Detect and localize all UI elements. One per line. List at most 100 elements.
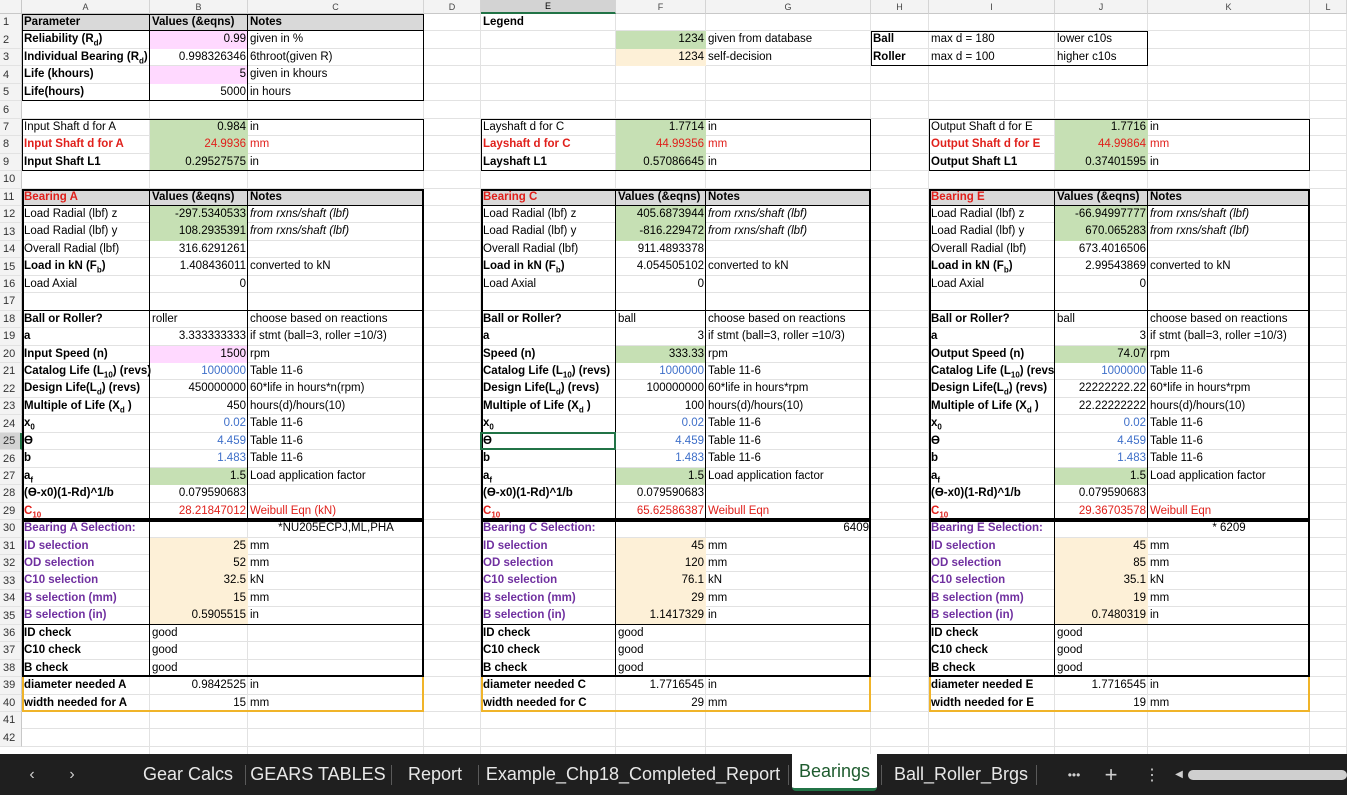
scroll-left-icon[interactable]: ◀: [1175, 769, 1183, 780]
cell-e14[interactable]: Overall Radial (lbf): [481, 241, 681, 259]
cell-k8[interactable]: mm: [1148, 136, 1347, 154]
cell-f34[interactable]: 29: [616, 590, 706, 608]
cell-f12[interactable]: 405.6873944: [616, 206, 706, 224]
cell-j18[interactable]: ball: [1055, 311, 1255, 329]
cell-g20[interactable]: rpm: [706, 346, 906, 364]
row-header-31[interactable]: 31: [0, 537, 22, 555]
cell-f16[interactable]: 0: [616, 276, 706, 294]
cell-c40[interactable]: mm: [248, 695, 448, 713]
row-header-9[interactable]: 9: [0, 153, 22, 172]
cell-a4[interactable]: Life (khours): [22, 66, 222, 84]
cell-e32[interactable]: OD selection: [481, 555, 681, 573]
cell-c1[interactable]: Notes: [248, 14, 448, 32]
row-header-17[interactable]: 17: [0, 293, 22, 311]
cell-e39[interactable]: diameter needed C: [481, 677, 681, 695]
cell-g24[interactable]: Table 11-6: [706, 415, 906, 433]
cell-e12[interactable]: Load Radial (lbf) z: [481, 206, 681, 224]
cell-g3[interactable]: self-decision: [706, 49, 906, 67]
cell-c3[interactable]: 6throot(given R): [248, 49, 448, 67]
cell-e29[interactable]: C10: [481, 503, 681, 521]
cell-f38[interactable]: good: [616, 660, 816, 678]
cell-g19[interactable]: if stmt (ball=3, roller =10/3): [706, 328, 906, 346]
cell-a3[interactable]: Individual Bearing (Rd): [22, 49, 222, 67]
cell-i33[interactable]: C10 selection: [929, 572, 1129, 590]
cell-c4[interactable]: given in khours: [248, 66, 448, 84]
cell-i19[interactable]: a: [929, 328, 1129, 346]
cell-k24[interactable]: Table 11-6: [1148, 415, 1347, 433]
active-cell-selection[interactable]: [480, 431, 616, 451]
cell-e16[interactable]: Load Axial: [481, 276, 681, 294]
cell-i30[interactable]: Bearing E Selection:: [929, 520, 1129, 538]
cell-j37[interactable]: good: [1055, 642, 1255, 660]
cell-k11[interactable]: Notes: [1148, 189, 1347, 207]
cell-j15[interactable]: 2.99543869: [1055, 258, 1148, 276]
cell-b23[interactable]: 450: [150, 398, 248, 416]
cell-g21[interactable]: Table 11-6: [706, 363, 906, 381]
cell-j19[interactable]: 3: [1055, 328, 1148, 346]
cell-k40[interactable]: mm: [1148, 695, 1347, 713]
row-header-33[interactable]: 33: [0, 572, 22, 590]
cell-a30[interactable]: Bearing A Selection:: [22, 520, 222, 538]
cell-c39[interactable]: in: [248, 677, 448, 695]
cell-i8[interactable]: Output Shaft d for E: [929, 136, 1129, 154]
cell-c15[interactable]: converted to kN: [248, 258, 448, 276]
cell-k29[interactable]: Weibull Eqn: [1148, 503, 1347, 521]
add-sheet-button[interactable]: +: [1104, 761, 1118, 787]
row-header-28[interactable]: 28: [0, 485, 22, 503]
cell-c21[interactable]: Table 11-6: [248, 363, 448, 381]
cell-e25[interactable]: ϴ: [481, 433, 681, 451]
cell-j33[interactable]: 35.1: [1055, 572, 1148, 590]
cell-j13[interactable]: 670.065283: [1055, 223, 1148, 241]
cell-f9[interactable]: 0.57086645: [616, 154, 706, 172]
row-header-7[interactable]: 7: [0, 118, 22, 137]
row-header-1[interactable]: 1: [0, 14, 22, 32]
cell-b32[interactable]: 52: [150, 555, 248, 573]
cell-a22[interactable]: Design Life(Ld) (revs): [22, 380, 222, 398]
sheet-tab-example-chp18-completed-report[interactable]: Example_Chp18_Completed_Report: [485, 764, 781, 784]
cell-c8[interactable]: mm: [248, 136, 448, 154]
cell-i7[interactable]: Output Shaft d for E: [929, 119, 1129, 137]
cell-i27[interactable]: af: [929, 468, 1129, 486]
cell-g34[interactable]: mm: [706, 590, 906, 608]
cell-i21[interactable]: Catalog Life (L10) (revs: [929, 363, 1129, 381]
cell-f8[interactable]: 44.99356: [616, 136, 706, 154]
cell-i23[interactable]: Multiple of Life (Xd ): [929, 398, 1129, 416]
cell-b26[interactable]: 1.483: [150, 450, 248, 468]
cell-b13[interactable]: 108.2935391: [150, 223, 248, 241]
cell-j23[interactable]: 22.22222222: [1055, 398, 1148, 416]
cell-g30[interactable]: 6409: [706, 520, 871, 538]
cell-i34[interactable]: B selection (mm): [929, 590, 1129, 608]
cell-f7[interactable]: 1.7714: [616, 119, 706, 137]
cell-g27[interactable]: Load application factor: [706, 468, 906, 486]
cell-g22[interactable]: 60*life in hours*rpm: [706, 380, 906, 398]
cell-b15[interactable]: 1.408436011: [150, 258, 248, 276]
column-header-j[interactable]: J: [1055, 0, 1148, 14]
cell-b28[interactable]: 0.079590683: [150, 485, 248, 503]
cell-i40[interactable]: width needed for E: [929, 695, 1129, 713]
cell-b34[interactable]: 15: [150, 590, 248, 608]
cell-k35[interactable]: in: [1148, 607, 1347, 625]
cell-g9[interactable]: in: [706, 154, 906, 172]
cell-e19[interactable]: a: [481, 328, 681, 346]
cell-e27[interactable]: af: [481, 468, 681, 486]
cell-f27[interactable]: 1.5: [616, 468, 706, 486]
row-header-5[interactable]: 5: [0, 83, 22, 102]
cell-g35[interactable]: in: [706, 607, 906, 625]
row-header-18[interactable]: 18: [0, 310, 22, 329]
column-header-i[interactable]: I: [929, 0, 1055, 14]
row-header-29[interactable]: 29: [0, 502, 22, 521]
cell-f18[interactable]: ball: [616, 311, 816, 329]
cell-g11[interactable]: Notes: [706, 189, 906, 207]
cell-b1[interactable]: Values (&eqns): [150, 14, 350, 32]
cell-e9[interactable]: Layshaft L1: [481, 154, 681, 172]
row-header-24[interactable]: 24: [0, 415, 22, 433]
cell-f39[interactable]: 1.7716545: [616, 677, 706, 695]
row-header-2[interactable]: 2: [0, 31, 22, 49]
cell-g29[interactable]: Weibull Eqn: [706, 503, 906, 521]
cell-c5[interactable]: in hours: [248, 84, 448, 102]
cell-j28[interactable]: 0.079590683: [1055, 485, 1148, 503]
cell-k12[interactable]: from rxns/shaft (lbf): [1148, 206, 1347, 224]
cell-a39[interactable]: diameter needed A: [22, 677, 222, 695]
column-header-b[interactable]: B: [150, 0, 248, 14]
cell-f15[interactable]: 4.054505102: [616, 258, 706, 276]
